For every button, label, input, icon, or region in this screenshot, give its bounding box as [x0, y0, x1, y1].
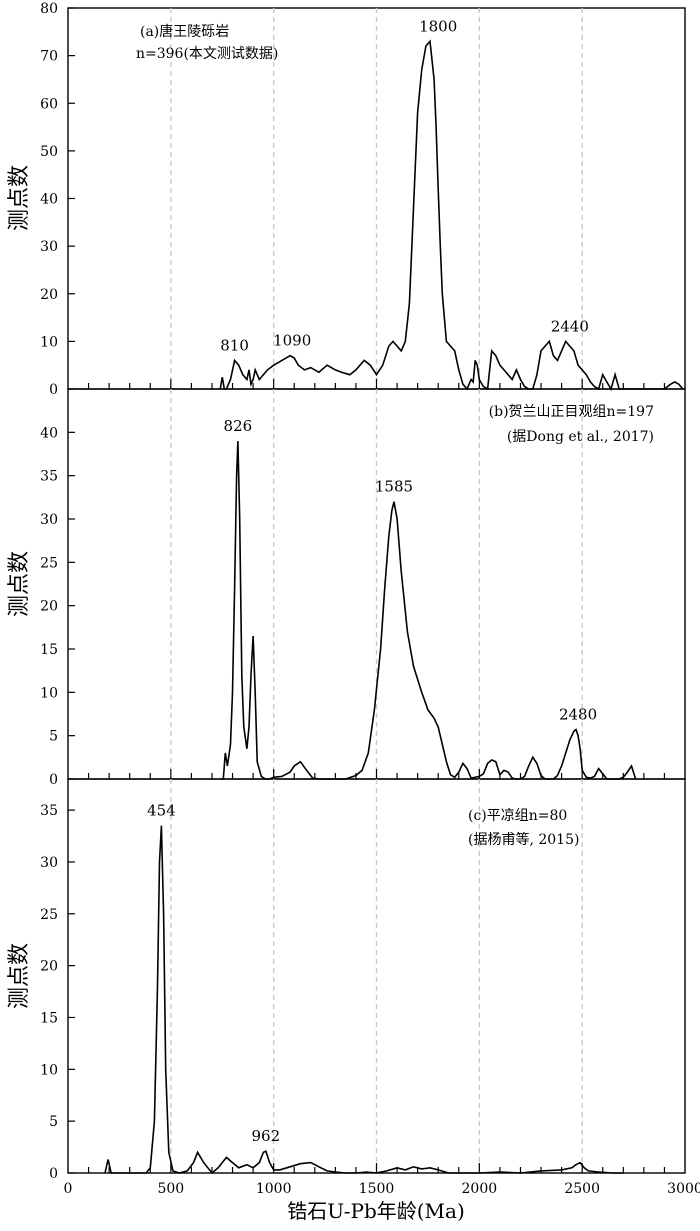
panel-c-y-tick-label-15: 15 — [40, 1010, 58, 1026]
x-tick-label-1500: 1500 — [359, 1181, 395, 1197]
panel-b-density-curve — [220, 440, 637, 780]
panel-a-y-tick-label-40: 40 — [40, 192, 58, 208]
panel-a-y-tick-label-50: 50 — [40, 144, 58, 160]
panel-a-peak-label-2440: 2440 — [551, 317, 589, 335]
x-tick-label-500: 500 — [157, 1181, 184, 1197]
panel-a-annotation-line-2: n=396(本文测试数据) — [136, 46, 278, 62]
panel-a-y-tick-label-80: 80 — [40, 1, 58, 17]
panel-a-peak-label-1800: 1800 — [419, 17, 457, 35]
panel-c-peak-label-454: 454 — [147, 802, 176, 820]
panel-b-peak-label-2480: 2480 — [559, 706, 597, 724]
panel-c-x-tick-labels: 0 500 1000 1500 2000 2500 3000 — [64, 1181, 700, 1197]
panel-c-y-tick-label-35: 35 — [40, 803, 58, 819]
panel-b-y-tick-label-0: 0 — [49, 772, 58, 788]
panel-c: 0 5 10 15 20 25 30 35 454 962 0 500 1000 1500 2000 25… — [7, 778, 700, 1223]
panel-b-y-tick-label-20: 20 — [40, 599, 58, 615]
panel-a-y-tick-label-0: 0 — [49, 382, 58, 398]
x-tick-label-1000: 1000 — [256, 1181, 292, 1197]
panel-c-annotation-line-2: (据杨甫等, 2015) — [468, 831, 579, 848]
panel-a-y-tick-label-70: 70 — [40, 49, 58, 65]
panel-b-peak-labels: 826 1585 2480 — [224, 417, 598, 724]
panel-c-density-curve — [104, 825, 624, 1175]
panel-a-y-tick-label-30: 30 — [40, 239, 58, 255]
panel-a-y-ticks: 0 10 20 30 40 50 60 70 80 — [40, 1, 75, 398]
panel-a-gridlines — [170, 8, 583, 389]
panel-a-density-curve — [219, 39, 684, 392]
panel-b-peak-label-1585: 1585 — [375, 478, 413, 496]
panel-b-y-tick-label-5: 5 — [49, 729, 58, 745]
panel-a-x-ticks — [87, 379, 666, 389]
panel-b-peak-label-826: 826 — [224, 417, 253, 435]
panel-a-annotation-line-1: (a)唐王陵砾岩 — [140, 23, 229, 40]
panel-b-annotation-line-2: (据Dong et al., 2017) — [507, 429, 654, 445]
panel-c-annotation-line-1: (c)平凉组n=80 — [468, 808, 567, 824]
panel-c-y-tick-label-10: 10 — [40, 1062, 58, 1078]
panel-c-y-tick-label-20: 20 — [40, 959, 58, 975]
panel-a-peak-labels: 810 1090 1800 2440 — [220, 17, 589, 354]
panel-b-y-tick-label-35: 35 — [40, 469, 58, 485]
panel-c-y-ticks: 0 5 10 15 20 25 30 35 — [40, 803, 75, 1182]
panel-b-y-tick-label-25: 25 — [40, 555, 58, 571]
panel-c-y-tick-label-25: 25 — [40, 907, 58, 923]
x-tick-label-3000: 3000 — [667, 1181, 700, 1197]
x-tick-label-2500: 2500 — [564, 1181, 600, 1197]
panel-c-y-tick-label-5: 5 — [49, 1114, 58, 1130]
panel-b-y-axis-label: 测点数 — [7, 551, 32, 617]
x-axis-label: 锆石U-Pb年龄(Ma) — [287, 1199, 465, 1223]
panel-b-y-tick-label-10: 10 — [40, 685, 58, 701]
panel-c-y-tick-label-0: 0 — [49, 1166, 58, 1182]
panel-b-y-tick-label-15: 15 — [40, 642, 58, 658]
x-tick-label-2000: 2000 — [462, 1181, 498, 1197]
panel-c-peak-label-962: 962 — [252, 1127, 281, 1145]
panel-a: 0 10 20 30 40 50 60 70 80 810 1090 1800 2440 (a)唐王陵… — [7, 1, 686, 398]
panel-c-y-axis-label: 测点数 — [7, 943, 32, 1009]
panel-b-x-ticks — [87, 769, 666, 779]
panel-a-y-tick-label-20: 20 — [40, 287, 58, 303]
panel-b-y-tick-label-30: 30 — [40, 512, 58, 528]
panel-a-y-axis-label: 测点数 — [7, 165, 32, 231]
panel-b-y-ticks: 0 5 10 15 20 25 30 35 40 — [40, 425, 75, 788]
panel-c-peak-labels: 454 962 — [147, 802, 280, 1146]
panel-a-y-tick-label-10: 10 — [40, 334, 58, 350]
x-tick-label-0: 0 — [64, 1181, 73, 1197]
panel-c-y-tick-label-30: 30 — [40, 855, 58, 871]
panel-b: 0 5 10 15 20 25 30 35 40 826 1585 2480 (b)贺兰山正目观组n… — [7, 388, 686, 788]
panel-a-peak-label-810: 810 — [220, 336, 249, 354]
panel-b-y-tick-label-40: 40 — [40, 425, 58, 441]
panel-b-annotation-line-1: (b)贺兰山正目观组n=197 — [489, 404, 654, 420]
panel-a-y-tick-label-60: 60 — [40, 96, 58, 112]
panel-b-gridlines — [170, 389, 583, 779]
panel-c-gridlines — [170, 779, 583, 1173]
panel-a-peak-label-1090: 1090 — [273, 332, 311, 350]
